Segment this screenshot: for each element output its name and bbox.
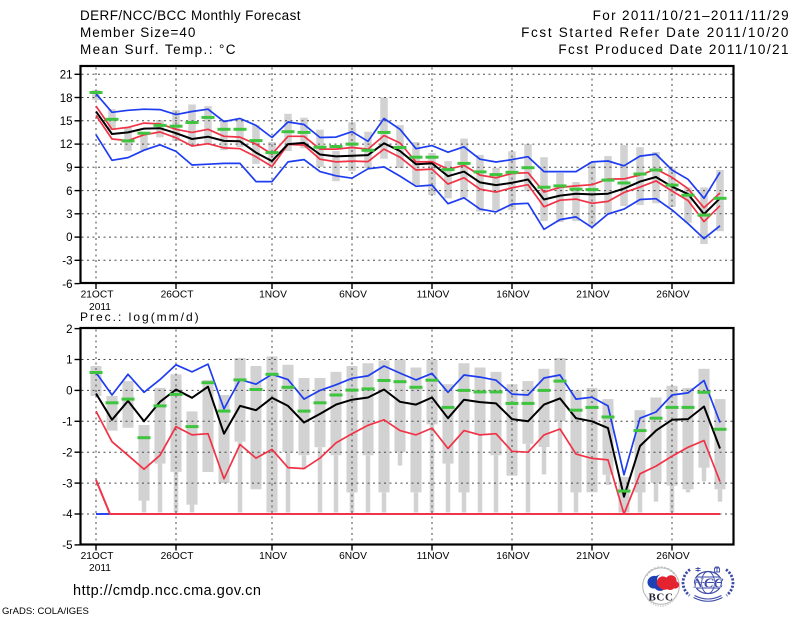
svg-text:15: 15 [60, 116, 73, 128]
svg-text:0: 0 [66, 386, 72, 398]
svg-text:11NOV: 11NOV [417, 551, 450, 562]
svg-text:9: 9 [66, 163, 72, 175]
svg-text:12: 12 [60, 139, 73, 151]
svg-text:2011: 2011 [89, 563, 111, 574]
svg-text:-1: -1 [62, 417, 72, 429]
svg-text:-4: -4 [62, 509, 73, 521]
svg-text:-3: -3 [62, 478, 72, 490]
svg-text:-3: -3 [62, 256, 72, 268]
svg-text:26NOV: 26NOV [656, 551, 690, 562]
svg-text:21NOV: 21NOV [576, 551, 610, 562]
svg-text:21: 21 [60, 70, 73, 82]
svg-text:6: 6 [66, 186, 72, 198]
svg-text:Mean Surf. Temp.: °C: Mean Surf. Temp.: °C [80, 42, 237, 57]
svg-text:Fcst Started Refer Date 2011/1: Fcst Started Refer Date 2011/10/20 [521, 25, 790, 40]
svg-text:1: 1 [66, 355, 72, 367]
svg-text:-2: -2 [62, 447, 72, 459]
svg-text:Member Size=40: Member Size=40 [80, 25, 196, 40]
svg-text:21OCT: 21OCT [81, 551, 114, 562]
svg-text:1NOV: 1NOV [259, 290, 287, 301]
svg-text:11NOV: 11NOV [417, 290, 450, 301]
svg-text:6NOV: 6NOV [339, 551, 367, 562]
svg-text:21NOV: 21NOV [576, 290, 610, 301]
svg-text:GrADS: COLA/IGES: GrADS: COLA/IGES [2, 606, 89, 617]
svg-text:http://cmdp.ncc.cma.gov.cn: http://cmdp.ncc.cma.gov.cn [73, 583, 261, 599]
svg-text:DERF/NCC/BCC Monthly Forecast: DERF/NCC/BCC Monthly Forecast [80, 8, 301, 23]
svg-text:26OCT: 26OCT [161, 290, 194, 301]
svg-text:-5: -5 [62, 540, 72, 552]
svg-text:2011: 2011 [89, 302, 111, 313]
svg-text:21OCT: 21OCT [81, 290, 114, 301]
svg-text:6NOV: 6NOV [339, 290, 367, 301]
svg-text:26OCT: 26OCT [161, 551, 194, 562]
svg-text:16NOV: 16NOV [496, 290, 530, 301]
svg-text:Fcst Produced Date 2011/10/21: Fcst Produced Date 2011/10/21 [558, 42, 790, 57]
svg-text:0: 0 [66, 232, 72, 244]
svg-text:18: 18 [60, 93, 73, 105]
svg-text:2: 2 [66, 324, 72, 336]
svg-text:1NOV: 1NOV [259, 551, 287, 562]
svg-text:16NOV: 16NOV [496, 551, 530, 562]
svg-text:Prec.: log(mm/d): Prec.: log(mm/d) [80, 310, 201, 324]
svg-text:3: 3 [66, 209, 72, 221]
svg-text:-6: -6 [62, 279, 72, 291]
svg-text:NCC: NCC [692, 577, 723, 592]
svg-text:For 2011/10/21–2011/11/29: For 2011/10/21–2011/11/29 [593, 8, 790, 23]
svg-text:BCC: BCC [648, 592, 673, 604]
svg-text:26NOV: 26NOV [656, 290, 690, 301]
